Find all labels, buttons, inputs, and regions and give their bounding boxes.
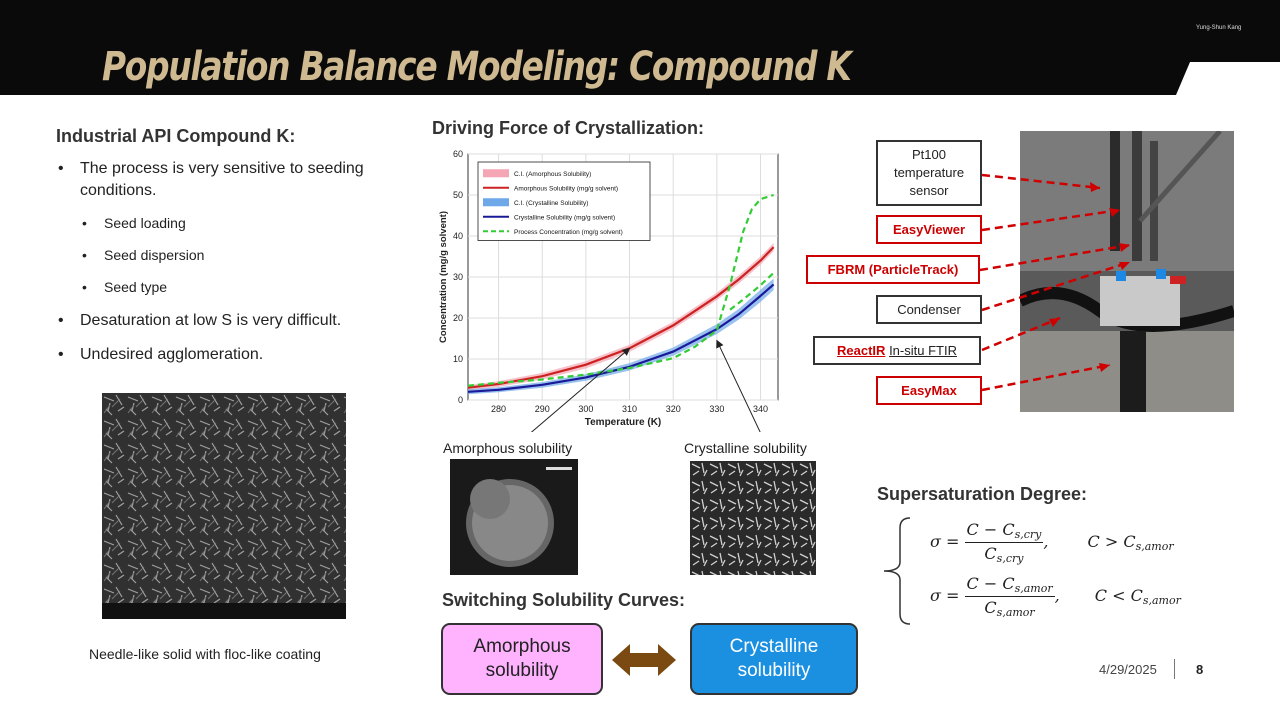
easymax-reactor-photo	[1020, 131, 1234, 412]
left-brace-icon	[883, 517, 911, 625]
formula-crystalline: σ = C − Cs,cry Cs,cry , C > Cs,amor	[930, 520, 1174, 565]
sigma-symbol: σ =	[930, 532, 960, 551]
sem-image-crystalline	[690, 461, 816, 575]
subscript: s,amor	[1135, 540, 1174, 553]
y-tick-label: 50	[453, 190, 463, 200]
comma: ,	[1043, 532, 1049, 551]
x-tick-label: 280	[491, 404, 506, 414]
crystalline-box-label: Crystalline solubility	[729, 636, 819, 681]
reactir-label-text: ReactIR	[837, 342, 886, 358]
reactir-suffix-text: In-situ FTIR	[889, 342, 957, 358]
legend-entry: C.I. (Amorphous Solubility)	[514, 171, 591, 178]
x-tick-label: 310	[622, 404, 637, 414]
subscript: s,amor	[996, 606, 1035, 619]
fbrm-label: FBRM (ParticleTrack)	[806, 255, 980, 284]
amorphous-solubility-label: Amorphous solubility	[443, 440, 573, 456]
y-tick-label: 0	[458, 395, 463, 405]
formula-amorphous: σ = C − Cs,amor Cs,amor , C < Cs,amor	[930, 574, 1181, 619]
subscript: s,cry	[996, 552, 1024, 565]
y-tick-label: 60	[453, 149, 463, 159]
y-axis-label: Concentration (mg/g solvent)	[438, 211, 449, 343]
footer-separator	[1174, 659, 1175, 679]
supersaturation-heading: Supersaturation Degree:	[877, 484, 1088, 504]
y-tick-label: 20	[453, 313, 463, 323]
series-line	[467, 283, 775, 393]
legend-entry: Amorphous Solubility (mg/g solvent)	[514, 185, 618, 192]
sub-bullet-item: Seed type	[56, 278, 416, 296]
slide-date: 4/29/2025	[1099, 662, 1157, 677]
image-caption: Needle-like solid with floc-like coating	[89, 646, 321, 662]
legend-swatch	[483, 169, 509, 178]
page-number: 8	[1196, 662, 1204, 677]
subscript: s,amor	[1014, 582, 1053, 595]
x-tick-label: 330	[709, 404, 724, 414]
amorphous-solubility-box: Amorphous solubility	[441, 623, 603, 695]
header-background	[0, 0, 1280, 95]
driving-force-heading: Driving Force of Crystallization:	[432, 118, 705, 138]
amorphous-box-label: Amorphous solubility	[473, 636, 571, 681]
x-tick-label: 320	[666, 404, 681, 414]
double-arrow-icon	[612, 644, 676, 676]
easyviewer-label: EasyViewer	[876, 215, 982, 244]
bullet-item: Undesired agglomeration.	[56, 344, 416, 366]
y-tick-label: 30	[453, 272, 463, 282]
sem-image-compound-k	[102, 393, 346, 619]
legend-entry: C.I. (Crystalline Solubility)	[514, 200, 588, 207]
numerator-text: C − C	[966, 574, 1015, 593]
legend-swatch	[483, 198, 509, 207]
legend-entry: Process Concentration (mg/g solvent)	[514, 229, 623, 236]
annotation-arrow	[530, 347, 631, 432]
slide-title: Population Balance Modeling: Compound K	[102, 44, 852, 90]
x-tick-label: 290	[535, 404, 550, 414]
confidence-band	[468, 278, 774, 395]
numerator-text: C − C	[966, 520, 1015, 539]
annotation-arrow	[716, 339, 761, 432]
solubility-chart: 280 290 300 310 320 330 340 0 10 20 30 40 50 60 Temper…	[438, 149, 779, 432]
bullet-item: The process is very sensitive to seeding…	[56, 158, 416, 202]
comma: ,	[1054, 586, 1060, 605]
fraction: C − Cs,cry Cs,cry	[964, 520, 1044, 565]
sigma-symbol: σ =	[930, 586, 960, 605]
x-axis-label: Temperature (K)	[585, 417, 662, 428]
condition-text: C < C	[1094, 586, 1143, 605]
series-line-dashed	[467, 193, 774, 387]
switching-heading: Switching Solubility Curves:	[442, 590, 686, 610]
y-tick-label: 40	[453, 231, 463, 241]
pt100-label: Pt100 temperature sensor	[876, 140, 982, 206]
sub-bullet-item: Seed loading	[56, 214, 416, 232]
subscript: s,amor	[1142, 594, 1181, 607]
presenter-name: Yung-Shun Kang	[1196, 25, 1242, 31]
x-tick-label: 340	[753, 404, 768, 414]
sub-bullet-item: Seed dispersion	[56, 246, 416, 264]
pt100-label-text: Pt100 temperature sensor	[893, 147, 965, 198]
subscript: s,cry	[1014, 528, 1042, 541]
crystalline-solubility-label: Crystalline solubility	[684, 440, 807, 456]
crystalline-solubility-box: Crystalline solubility	[690, 623, 858, 695]
bullet-list: The process is very sensitive to seeding…	[56, 158, 416, 366]
left-heading: Industrial API Compound K:	[56, 126, 296, 146]
condition-text: C > C	[1087, 532, 1136, 551]
sem-image-amorphous	[450, 459, 578, 575]
fraction: C − Cs,amor Cs,amor	[964, 574, 1055, 619]
condenser-label: Condenser	[876, 295, 982, 324]
header-bar	[0, 0, 1280, 95]
easymax-label: EasyMax	[876, 376, 982, 405]
y-tick-label: 10	[453, 354, 463, 364]
bullet-item: Desaturation at low S is very difficult.	[56, 310, 416, 332]
reactir-label: ReactIR In-situ FTIR	[813, 336, 981, 365]
legend-entry: Crystalline Solubility (mg/g solvent)	[514, 214, 615, 221]
x-tick-label: 300	[578, 404, 593, 414]
